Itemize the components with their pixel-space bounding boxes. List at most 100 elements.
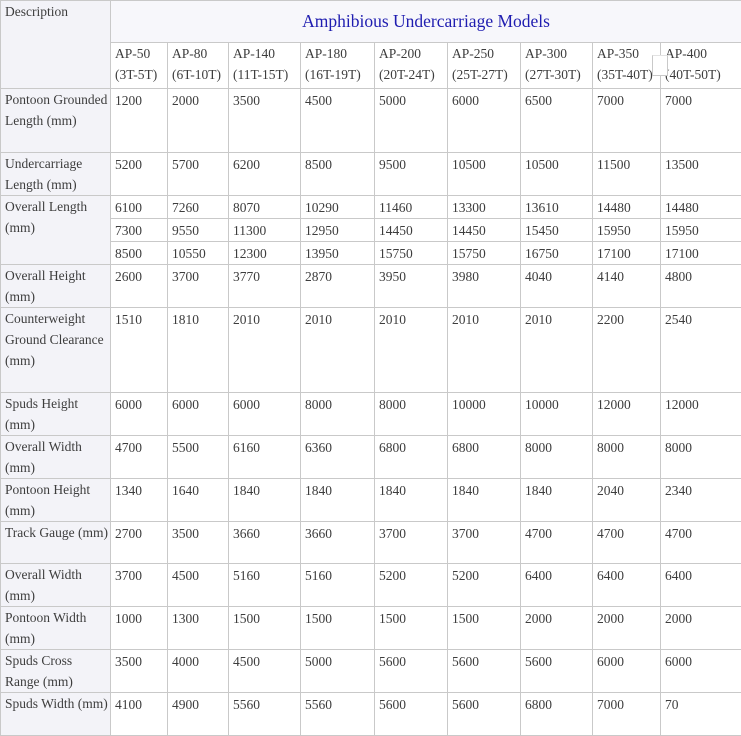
value-cell: 5200 [448, 564, 521, 607]
value-cell: 2540 [661, 308, 741, 393]
value-cell: 2870 [301, 265, 375, 308]
model-name: AP-350 [597, 43, 658, 64]
value-cell: 4700 [521, 522, 593, 564]
value-cell: 1510 [111, 308, 168, 393]
value-cell: 5160 [229, 564, 301, 607]
value-cell: 12950 [301, 219, 375, 242]
value-cell: 6000 [111, 393, 168, 436]
value-cell: 8500 [301, 153, 375, 196]
value-cell: 2010 [301, 308, 375, 393]
value-cell: 4100 [111, 693, 168, 736]
value-cell: 8000 [661, 436, 741, 479]
row-label: Spuds Width (mm) [1, 693, 111, 736]
value-cell: 6000 [448, 89, 521, 153]
value-cell: 3770 [229, 265, 301, 308]
column-header-ap-400: AP-400(40T-50T) [661, 43, 741, 89]
value-cell: 10000 [521, 393, 593, 436]
value-cell: 1000 [111, 607, 168, 650]
value-cell: 10500 [521, 153, 593, 196]
column-header-ap-180: AP-180(16T-19T) [301, 43, 375, 89]
value-cell: 8500 [111, 242, 168, 265]
value-cell: 10550 [168, 242, 229, 265]
value-cell: 7000 [593, 693, 661, 736]
value-cell: 5000 [375, 89, 448, 153]
model-name: AP-180 [305, 43, 372, 64]
value-cell: 2010 [229, 308, 301, 393]
value-cell: 15950 [593, 219, 661, 242]
column-header-ap-200: AP-200(20T-24T) [375, 43, 448, 89]
value-cell: 17100 [661, 242, 741, 265]
value-cell: 10500 [448, 153, 521, 196]
value-cell: 1500 [375, 607, 448, 650]
value-cell: 2010 [375, 308, 448, 393]
value-cell: 5000 [301, 650, 375, 693]
value-cell: 2000 [168, 89, 229, 153]
value-cell: 7300 [111, 219, 168, 242]
value-cell: 3700 [168, 265, 229, 308]
value-cell: 17100 [593, 242, 661, 265]
value-cell: 4040 [521, 265, 593, 308]
value-cell: 11300 [229, 219, 301, 242]
value-cell: 3660 [301, 522, 375, 564]
value-cell: 5600 [375, 693, 448, 736]
row-label: Spuds Cross Range (mm) [1, 650, 111, 693]
value-cell: 5600 [375, 650, 448, 693]
model-range: (6T-10T) [172, 64, 226, 85]
value-cell: 3500 [229, 89, 301, 153]
model-name: AP-400 [665, 43, 739, 64]
value-cell: 8000 [301, 393, 375, 436]
value-cell: 3500 [111, 650, 168, 693]
row-label: Overall Height (mm) [1, 265, 111, 308]
value-cell: 13300 [448, 196, 521, 219]
value-cell: 2000 [593, 607, 661, 650]
value-cell: 1640 [168, 479, 229, 522]
value-cell: 8000 [593, 436, 661, 479]
value-cell: 1840 [521, 479, 593, 522]
value-cell: 2340 [661, 479, 741, 522]
model-range: (16T-19T) [305, 64, 372, 85]
value-cell: 5500 [168, 436, 229, 479]
row-label: Counterweight Ground Clearance (mm) [1, 308, 111, 393]
value-cell: 1300 [168, 607, 229, 650]
value-cell: 5160 [301, 564, 375, 607]
model-range: (40T-50T) [665, 64, 739, 85]
value-cell: 10290 [301, 196, 375, 219]
value-cell: 4700 [661, 522, 741, 564]
value-cell: 6000 [229, 393, 301, 436]
value-cell: 6500 [521, 89, 593, 153]
value-cell: 6800 [521, 693, 593, 736]
model-name: AP-80 [172, 43, 226, 64]
row-label: Track Gauge (mm) [1, 522, 111, 564]
value-cell: 4140 [593, 265, 661, 308]
value-cell: 13950 [301, 242, 375, 265]
value-cell: 1840 [375, 479, 448, 522]
value-cell: 1500 [448, 607, 521, 650]
value-cell: 14450 [375, 219, 448, 242]
value-cell: 1840 [448, 479, 521, 522]
value-cell: 5560 [229, 693, 301, 736]
value-cell: 16750 [521, 242, 593, 265]
value-cell: 3700 [111, 564, 168, 607]
value-cell: 7000 [661, 89, 741, 153]
description-header: Description [1, 1, 111, 89]
value-cell: 6000 [661, 650, 741, 693]
value-cell: 6000 [168, 393, 229, 436]
value-cell: 3980 [448, 265, 521, 308]
value-cell: 11460 [375, 196, 448, 219]
value-cell: 4700 [593, 522, 661, 564]
value-cell: 13610 [521, 196, 593, 219]
value-cell: 3500 [168, 522, 229, 564]
row-label: Undercarriage Length (mm) [1, 153, 111, 196]
value-cell: 1500 [229, 607, 301, 650]
value-cell: 2700 [111, 522, 168, 564]
value-cell: 11500 [593, 153, 661, 196]
model-range: (20T-24T) [379, 64, 445, 85]
value-cell: 5700 [168, 153, 229, 196]
model-name: AP-140 [233, 43, 298, 64]
value-cell: 2000 [521, 607, 593, 650]
value-cell: 4000 [168, 650, 229, 693]
model-range: (35T-40T) [597, 64, 658, 85]
